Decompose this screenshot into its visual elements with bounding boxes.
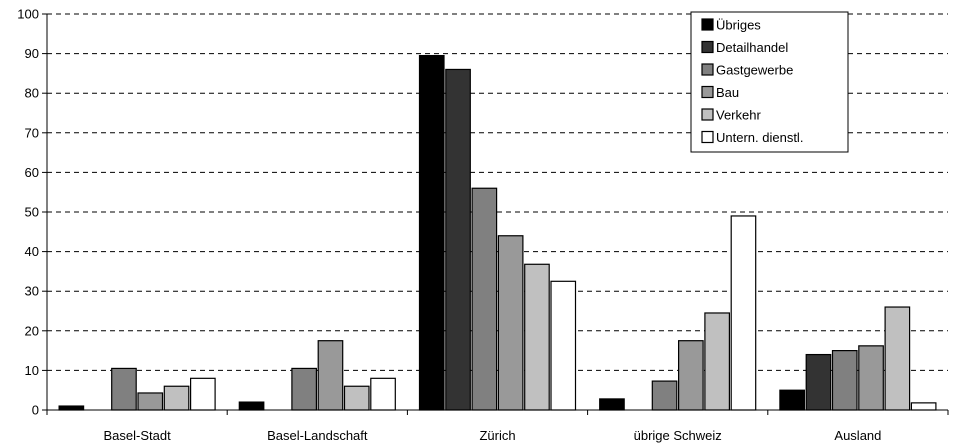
bar-2-4 — [524, 263, 550, 411]
bar-1-0 — [238, 401, 265, 411]
legend-label: Bau — [716, 85, 739, 100]
bar-3-2 — [651, 380, 678, 411]
legend-label: Detailhandel — [716, 40, 788, 55]
bar-4-2 — [831, 350, 858, 411]
bar-2-1 — [445, 68, 471, 411]
bar-3-0 — [599, 398, 625, 411]
x-tick-label: Ausland — [834, 428, 881, 443]
y-tick-label: 40 — [25, 244, 39, 259]
y-tick-label: 10 — [25, 363, 39, 378]
y-tick-label: 100 — [17, 7, 39, 22]
bar-4-4 — [884, 306, 911, 411]
bar-0-5 — [190, 377, 216, 411]
y-axis: 0 10 20 30 40 50 60 70 80 90 100 — [17, 7, 48, 418]
bar-2-5 — [550, 280, 577, 411]
legend-swatch-1 — [701, 40, 714, 54]
legend-swatch-3 — [701, 85, 714, 99]
bar-3-5 — [730, 215, 757, 411]
legend-box — [690, 11, 849, 153]
legend-swatch-5 — [701, 130, 714, 144]
bar-1-2 — [291, 367, 317, 411]
y-tick-label: 80 — [25, 86, 39, 101]
bar-0-2 — [111, 367, 137, 411]
bar-4-1 — [805, 353, 832, 411]
bar-4-3 — [858, 345, 884, 411]
y-tick-label: 30 — [25, 284, 39, 299]
x-tick-label: Basel-Stadt — [103, 428, 171, 443]
bar-0-3 — [137, 392, 164, 411]
x-axis: Basel-Stadt Basel-Landschaft Zürich übrige … — [46, 409, 949, 443]
y-tick-label: 90 — [25, 46, 39, 61]
legend-label: Verkehr — [716, 108, 761, 123]
bar-2-0 — [418, 54, 445, 411]
y-tick-label: 20 — [25, 323, 39, 338]
bar-4-0 — [779, 389, 806, 411]
bar-4-5 — [910, 402, 937, 411]
x-tick-label: Zürich — [479, 428, 515, 443]
y-tick-label: 0 — [32, 403, 39, 418]
bar-2-3 — [497, 235, 524, 411]
bar-2-2 — [471, 187, 498, 411]
legend-swatch-4 — [701, 108, 714, 121]
y-tick-label: 50 — [25, 205, 39, 220]
legend-label: Übriges — [716, 18, 761, 33]
bar-0-0 — [58, 405, 85, 411]
legend-swatch-2 — [701, 63, 714, 76]
bar-3-3 — [677, 340, 704, 411]
bar-3-4 — [704, 312, 731, 411]
y-tick-label: 60 — [25, 165, 39, 180]
y-tick-label: 70 — [25, 125, 39, 140]
legend-label: Untern. dienstl. — [716, 130, 803, 145]
bar-0-4 — [163, 385, 190, 411]
x-tick-label: übrige Schweiz — [634, 428, 722, 443]
bar-1-3 — [317, 340, 344, 411]
bars — [58, 54, 937, 411]
bar-1-4 — [343, 385, 370, 411]
legend-label: Gastgewerbe — [716, 63, 793, 78]
legend-swatch-0 — [701, 18, 714, 31]
legend: Übriges Detailhandel Gastgewerbe Bau Verkehr… — [690, 11, 849, 153]
x-tick-label: Basel-Landschaft — [267, 428, 368, 443]
bar-1-5 — [370, 377, 396, 411]
